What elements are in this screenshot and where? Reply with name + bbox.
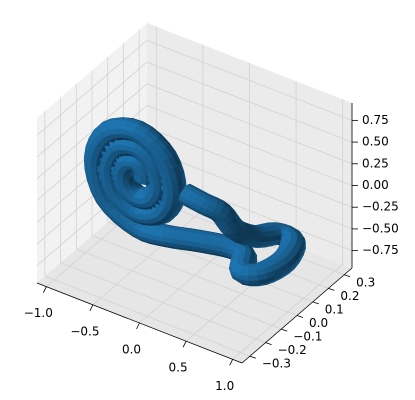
- grid-line: [36, 61, 148, 158]
- grid-line: [91, 235, 298, 316]
- tick-mark: [136, 322, 140, 330]
- z-tick-label: −0.75: [362, 243, 399, 257]
- surface-facet: [122, 155, 128, 162]
- x-tick-label: 0.0: [122, 343, 141, 357]
- x-tick-label: 1.0: [215, 379, 234, 393]
- grid-line: [76, 248, 282, 330]
- surface-facet: [149, 140, 163, 153]
- z-tick-label: −0.50: [362, 221, 399, 235]
- grid-line: [36, 40, 148, 136]
- surface-facet: [263, 236, 270, 243]
- y-tick-label: −0.1: [293, 330, 322, 344]
- surface-facet: [180, 234, 190, 242]
- y-tick-label: −0.2: [278, 343, 307, 357]
- z-tick-label: 0.50: [362, 135, 389, 149]
- grid-line: [146, 148, 353, 230]
- grid-line: [146, 105, 353, 186]
- tick-mark: [344, 274, 351, 278]
- grid-line: [146, 61, 353, 143]
- z-tick-label: 0.00: [362, 178, 389, 192]
- grid-line: [146, 39, 353, 121]
- surface-facet: [137, 209, 144, 216]
- surface-facet: [248, 263, 255, 267]
- grid-line: [36, 83, 148, 180]
- tick-mark: [42, 286, 47, 293]
- y-tick-label: 0.0: [309, 316, 328, 330]
- grid-line: [146, 126, 353, 208]
- x-tick-label: −0.5: [70, 324, 99, 338]
- y-tick-label: 0.2: [340, 289, 359, 303]
- surface-facet: [171, 195, 180, 205]
- surface-facet: [171, 233, 181, 241]
- z-tick-label: −0.25: [362, 200, 399, 214]
- x-tick-label: 0.5: [169, 361, 188, 375]
- tick-mark: [296, 315, 304, 318]
- tick-mark: [89, 304, 94, 311]
- y-tick-label: −0.3: [262, 357, 291, 371]
- z-tick-label: 0.75: [362, 113, 389, 127]
- grid-line: [44, 275, 251, 357]
- axis-line: [241, 267, 353, 364]
- tick-mark: [281, 328, 288, 332]
- surface: [83, 117, 306, 287]
- axis-line: [36, 282, 243, 364]
- surface-facet: [172, 187, 180, 197]
- surface-facet: [115, 128, 126, 135]
- surface-facet: [206, 205, 216, 213]
- surface-facet: [122, 178, 130, 183]
- y-tick-label: 0.1: [325, 302, 344, 316]
- surface-facet: [167, 186, 174, 197]
- z-tick-label: 0.25: [362, 156, 389, 170]
- surface-facet: [114, 139, 122, 146]
- surface-facet: [247, 270, 258, 277]
- surface-facet: [248, 280, 259, 285]
- tick-mark: [328, 287, 335, 291]
- tick-mark: [229, 359, 234, 366]
- axes: −1.0−0.50.00.51.0−0.3−0.2−0.10.00.10.20.…: [24, 103, 399, 393]
- surface-facet: [247, 266, 256, 272]
- surface-facet: [247, 275, 259, 281]
- tick-mark: [265, 342, 272, 346]
- grid-line: [146, 83, 353, 165]
- y-tick-label: 0.3: [356, 275, 375, 289]
- tick-mark: [182, 341, 187, 348]
- x-tick-label: −1.0: [24, 306, 53, 320]
- surface-facet: [188, 235, 198, 243]
- tick-mark: [249, 355, 256, 359]
- grid-line: [60, 262, 266, 344]
- tick-mark: [312, 301, 319, 305]
